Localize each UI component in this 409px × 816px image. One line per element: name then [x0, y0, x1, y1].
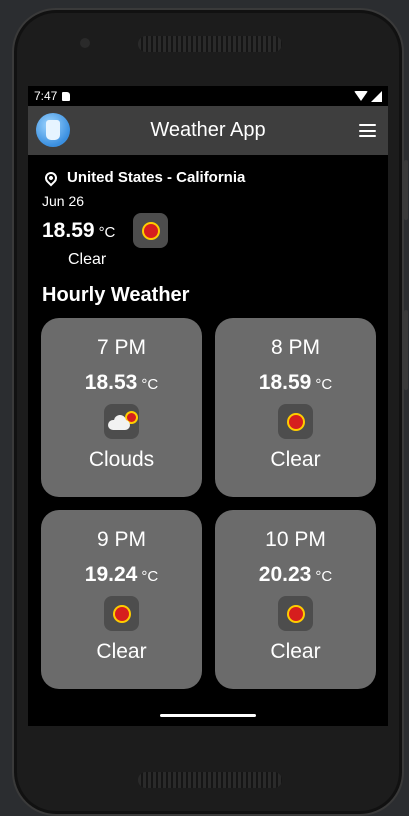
hour-temp-row: 18.59 °C — [259, 371, 332, 395]
hour-temp-row: 18.53 °C — [85, 371, 158, 395]
hourly-card[interactable]: 8 PM 18.59 °C Clear — [215, 318, 376, 497]
hour-temperature: 18.59 — [258, 371, 312, 394]
top-speaker — [138, 36, 282, 52]
hourly-card[interactable]: 10 PM 20.23 °C Clear — [215, 510, 376, 689]
home-indicator[interactable] — [160, 714, 256, 717]
hour-temp-row: 20.23 °C — [259, 563, 332, 587]
volume-button[interactable] — [404, 310, 408, 390]
hour-weather-icon — [104, 404, 139, 439]
wifi-icon — [354, 91, 368, 101]
sun-icon — [283, 599, 303, 628]
current-temp-unit: °C — [98, 224, 116, 241]
status-bar: 7:47 — [28, 86, 388, 106]
signal-icon — [371, 90, 382, 102]
app-screen: 7:47 Weather App United States - Califor… — [28, 86, 388, 726]
app-title: Weather App — [150, 119, 266, 141]
location-label: United States - California — [67, 169, 246, 186]
current-temperature: 18.59 — [42, 218, 95, 242]
hour-weather-icon — [104, 596, 139, 631]
bottom-speaker — [138, 772, 282, 788]
hour-weather-icon — [278, 596, 313, 631]
hourly-weather-title: Hourly Weather — [42, 284, 190, 306]
hourly-grid: 7 PM 18.53 °C Clouds 8 PM 18.59 °C Clear… — [41, 318, 376, 689]
hourly-card[interactable]: 9 PM 19.24 °C Clear — [41, 510, 202, 689]
current-condition: Clear — [68, 251, 107, 268]
hour-label: 9 PM — [96, 528, 146, 551]
front-camera — [80, 38, 90, 48]
hour-label: 10 PM — [265, 528, 326, 551]
app-bar: Weather App — [28, 106, 388, 155]
current-weather-icon — [133, 213, 169, 248]
sun-icon — [138, 216, 158, 245]
hour-temp-unit: °C — [141, 376, 159, 393]
hour-weather-icon — [278, 404, 313, 439]
hour-condition: Clear — [270, 448, 321, 471]
hour-temperature: 18.53 — [84, 371, 138, 394]
cloud-sun-icon — [107, 412, 136, 430]
hamburger-menu-icon[interactable] — [359, 124, 376, 137]
hour-condition: Clear — [96, 640, 147, 663]
hourly-card[interactable]: 7 PM 18.53 °C Clouds — [41, 318, 202, 497]
current-weather: United States - California Jun 26 18.59 … — [28, 155, 388, 277]
hour-condition: Clouds — [88, 448, 155, 471]
hour-label: 8 PM — [270, 336, 320, 359]
weather-app-logo-icon[interactable] — [36, 113, 70, 147]
sun-icon — [109, 599, 129, 628]
hour-label: 7 PM — [96, 336, 146, 359]
status-time: 7:47 — [34, 89, 58, 103]
sd-card-icon — [62, 91, 71, 101]
hour-temp-unit: °C — [315, 376, 333, 393]
current-temp-row: 18.59 °C — [42, 213, 388, 248]
hour-temperature: 20.23 — [258, 563, 312, 586]
location-pin-icon — [42, 169, 60, 186]
hour-temperature: 19.24 — [84, 563, 138, 586]
current-date: Jun 26 — [42, 193, 85, 209]
power-button[interactable] — [404, 160, 408, 220]
location-row: United States - California — [42, 169, 388, 186]
hour-temp-unit: °C — [315, 568, 333, 585]
hour-temp-row: 19.24 °C — [85, 563, 158, 587]
hour-temp-unit: °C — [141, 568, 159, 585]
hour-condition: Clear — [270, 640, 321, 663]
sun-icon — [283, 407, 303, 436]
